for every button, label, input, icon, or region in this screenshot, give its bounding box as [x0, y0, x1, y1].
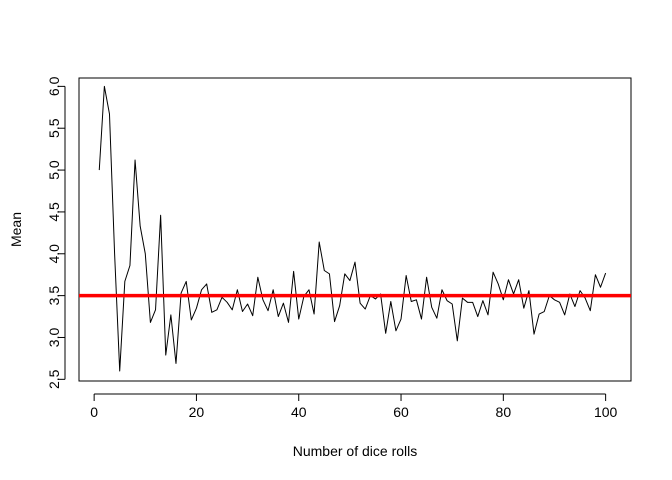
series-line-1	[98, 85, 607, 372]
x-tick-label: 0	[90, 404, 98, 420]
y-tick-label: 3.5	[46, 286, 62, 306]
x-tick-label: 80	[496, 404, 512, 420]
y-tick-label: 5.5	[46, 118, 62, 138]
y-axis-title: Mean	[8, 212, 24, 247]
plot-frame	[78, 77, 632, 382]
x-tick-label: 60	[393, 404, 409, 420]
x-tick-label: 100	[594, 404, 618, 420]
x-tick-label: 20	[189, 404, 205, 420]
y-tick-label: 4.0	[46, 244, 62, 264]
y-tick-label: 5.0	[46, 160, 62, 180]
y-tick-label: 2.5	[46, 369, 62, 389]
y-tick-label: 4.5	[46, 202, 62, 222]
x-tick-label: 40	[291, 404, 307, 420]
y-tick-label: 6.0	[46, 76, 62, 96]
x-axis-title: Number of dice rolls	[293, 443, 418, 459]
y-tick-label: 3.0	[46, 328, 62, 348]
